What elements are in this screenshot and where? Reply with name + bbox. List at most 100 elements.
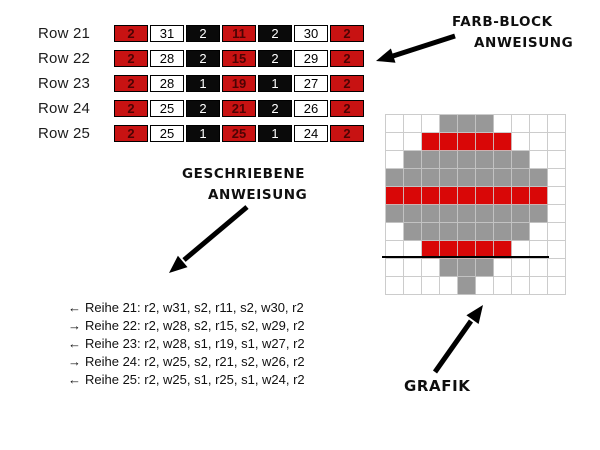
grid-cell-empty — [404, 133, 422, 151]
color-cell-red: 15 — [222, 50, 256, 67]
grid-cell-gray — [512, 151, 530, 169]
instruction-line: ← Reihe 25: r2, w25, s1, r25, s1, w24, r2 — [68, 371, 305, 389]
geschriebene-label: GESCHRIEBENE ANWEISUNG — [182, 164, 307, 206]
grid-cell-gray — [476, 259, 494, 277]
direction-arrow-icon: → — [68, 354, 81, 369]
grid-cell-empty — [548, 205, 566, 223]
color-cell-red: 2 — [330, 50, 364, 67]
instruction-text: Reihe 22: r2, w28, s2, r15, s2, w29, r2 — [85, 318, 305, 333]
grid-cell-empty — [512, 259, 530, 277]
grid-cell-empty — [548, 169, 566, 187]
color-cell-red: 21 — [222, 100, 256, 117]
color-cell-black: 1 — [186, 125, 220, 142]
grid-cell-empty — [548, 259, 566, 277]
grid-cell-gray — [458, 223, 476, 241]
grid-cell-gray — [440, 151, 458, 169]
grid-cell-gray — [422, 205, 440, 223]
instruction-text: Reihe 25: r2, w25, s1, r25, s1, w24, r2 — [85, 372, 305, 387]
table-row: Row 21 2 31 2 11 2 30 2 — [38, 21, 366, 46]
farb-block-label-line2: ANWEISUNG — [474, 35, 574, 51]
grid-cell-gray — [476, 169, 494, 187]
color-cell-white: 31 — [150, 25, 184, 42]
grid-cell-gray — [494, 151, 512, 169]
direction-arrow-icon: → — [68, 318, 81, 333]
grid-cell-gray — [476, 223, 494, 241]
grid-cell-gray — [458, 169, 476, 187]
grid-cell-red — [494, 241, 512, 259]
grid-cell-gray — [422, 223, 440, 241]
grid-cell-gray — [440, 169, 458, 187]
color-cell-black: 1 — [258, 75, 292, 92]
grid-cell-red — [404, 187, 422, 205]
grid-cell-empty — [494, 277, 512, 295]
grid-cell-empty — [530, 133, 548, 151]
written-instructions: ← Reihe 21: r2, w31, s2, r11, s2, w30, r2… — [68, 299, 305, 389]
instruction-text: Reihe 21: r2, w31, s2, r11, s2, w30, r2 — [85, 300, 304, 315]
color-cell-red: 2 — [114, 25, 148, 42]
grid-cell-gray — [476, 151, 494, 169]
color-cell-white: 29 — [294, 50, 328, 67]
grid-cell-empty — [386, 223, 404, 241]
grid-cell-gray — [458, 277, 476, 295]
color-cell-red: 2 — [114, 125, 148, 142]
grid-cell-red — [494, 133, 512, 151]
grid-cell-gray — [512, 169, 530, 187]
color-cell-black: 2 — [258, 50, 292, 67]
color-cell-white: 30 — [294, 25, 328, 42]
grid-cell-empty — [548, 277, 566, 295]
grid-cell-red — [440, 187, 458, 205]
color-cell-black: 2 — [186, 25, 220, 42]
grafik-arrow — [432, 305, 483, 374]
farb-block-label: FARB-BLOCK ANWEISUNG — [452, 12, 573, 54]
grid-cell-empty — [404, 241, 422, 259]
grid-cell-gray — [530, 205, 548, 223]
grid-cell-empty — [548, 187, 566, 205]
grid-cell-gray — [476, 115, 494, 133]
geschriebene-label-line2: ANWEISUNG — [208, 187, 308, 203]
color-cell-black: 2 — [258, 25, 292, 42]
grid-cell-gray — [476, 205, 494, 223]
grid-cell-empty — [548, 223, 566, 241]
grid-cell-gray — [494, 205, 512, 223]
grid-cell-empty — [512, 115, 530, 133]
row-label: Row 22 — [38, 50, 91, 67]
grid-cell-red — [422, 133, 440, 151]
color-cell-white: 25 — [150, 100, 184, 117]
geschriebene-label-line1: GESCHRIEBENE — [182, 166, 306, 182]
color-cell-black: 1 — [258, 125, 292, 142]
grid-cell-empty — [530, 277, 548, 295]
grid-cell-gray — [458, 205, 476, 223]
grafik-label: GRAFIK — [404, 377, 471, 395]
grid-cell-gray — [404, 205, 422, 223]
grid-cell-red — [530, 187, 548, 205]
table-row: Row 25 2 25 1 25 1 24 2 — [38, 121, 366, 146]
color-cell-white: 28 — [150, 75, 184, 92]
grid-cell-gray — [440, 205, 458, 223]
farb-block-arrow — [376, 33, 456, 63]
pattern-grid — [385, 114, 566, 295]
grid-cell-empty — [512, 277, 530, 295]
grid-cell-empty — [512, 241, 530, 259]
grid-cell-red — [440, 133, 458, 151]
grid-cell-red — [476, 187, 494, 205]
grid-cell-empty — [404, 115, 422, 133]
grid-cell-red — [458, 133, 476, 151]
grid-cell-gray — [458, 151, 476, 169]
color-cell-white: 28 — [150, 50, 184, 67]
color-cell-white: 25 — [150, 125, 184, 142]
grid-cell-gray — [512, 205, 530, 223]
instruction-text: Reihe 24: r2, w25, s2, r21, s2, w26, r2 — [85, 354, 305, 369]
instruction-line: ← Reihe 23: r2, w28, s1, r19, s1, w27, r2 — [68, 335, 305, 353]
row-label: Row 25 — [38, 125, 91, 142]
color-cell-black: 2 — [186, 50, 220, 67]
grid-cell-gray — [386, 205, 404, 223]
table-row: Row 24 2 25 2 21 2 26 2 — [38, 96, 366, 121]
grid-cell-gray — [458, 259, 476, 277]
grid-cell-gray — [494, 169, 512, 187]
grid-cell-empty — [548, 115, 566, 133]
color-cell-red: 2 — [330, 25, 364, 42]
grid-cell-empty — [530, 259, 548, 277]
grid-cell-empty — [548, 133, 566, 151]
table-row: Row 22 2 28 2 15 2 29 2 — [38, 46, 366, 71]
grid-cell-empty — [530, 151, 548, 169]
